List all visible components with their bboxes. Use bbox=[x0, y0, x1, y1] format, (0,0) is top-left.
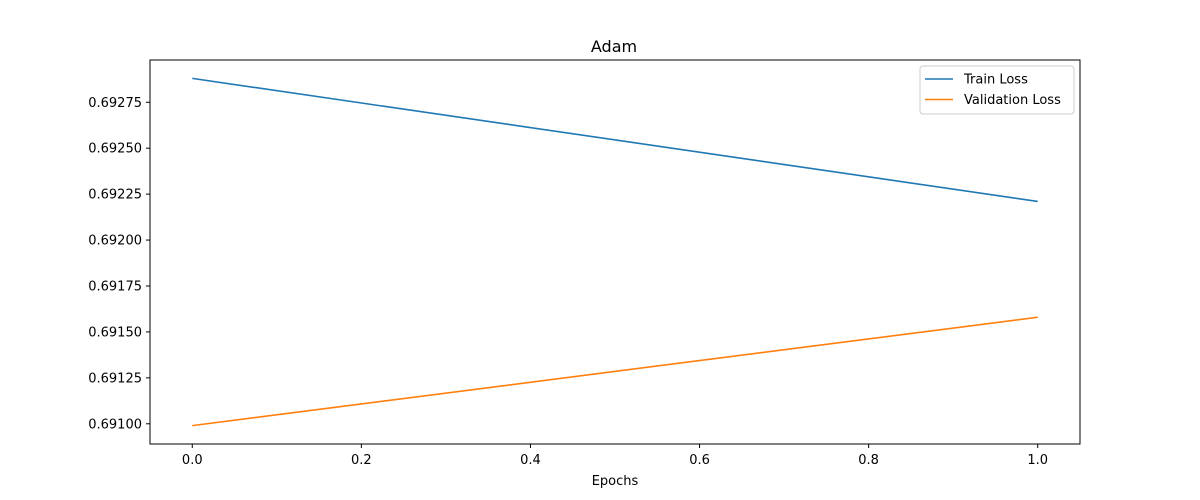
x-axis: 0.0 0.2 0.4 0.6 0.8 1.0 bbox=[182, 444, 1048, 468]
legend: Train Loss Validation Loss bbox=[919, 65, 1075, 115]
series-line-train-loss bbox=[192, 77, 1038, 203]
x-tick-label: 0.8 bbox=[858, 453, 879, 468]
x-tick-label: 0.2 bbox=[351, 453, 372, 468]
x-tick-label: 0.6 bbox=[689, 453, 710, 468]
legend-box bbox=[919, 65, 1075, 115]
legend-label-validation-loss: Validation Loss bbox=[964, 93, 1061, 108]
y-tick-label: 0.69150 bbox=[88, 325, 142, 340]
x-tick-label: 0.0 bbox=[182, 453, 203, 468]
y-tick-label: 0.69275 bbox=[88, 96, 142, 111]
y-tick-label: 0.69200 bbox=[88, 234, 142, 249]
legend-label-train-loss: Train Loss bbox=[963, 73, 1028, 88]
y-tick-label: 0.69250 bbox=[88, 142, 142, 157]
series-line-validation-loss bbox=[192, 316, 1038, 427]
plot-area bbox=[150, 60, 1080, 444]
y-tick-label: 0.69225 bbox=[88, 188, 142, 203]
series-layer bbox=[192, 77, 1038, 427]
x-tick-label: 0.4 bbox=[520, 453, 541, 468]
y-tick-label: 0.69175 bbox=[88, 279, 142, 294]
plot-frame bbox=[149, 59, 1081, 445]
y-axis: 0.69100 0.69125 0.69150 0.69175 0.69200 0.692… bbox=[88, 96, 150, 432]
chart-title: Adam bbox=[591, 37, 637, 56]
x-axis-label: Epochs bbox=[592, 474, 639, 489]
x-tick-label: 1.0 bbox=[1027, 453, 1048, 468]
y-tick-label: 0.69100 bbox=[88, 417, 142, 432]
y-tick-label: 0.69125 bbox=[88, 371, 142, 386]
